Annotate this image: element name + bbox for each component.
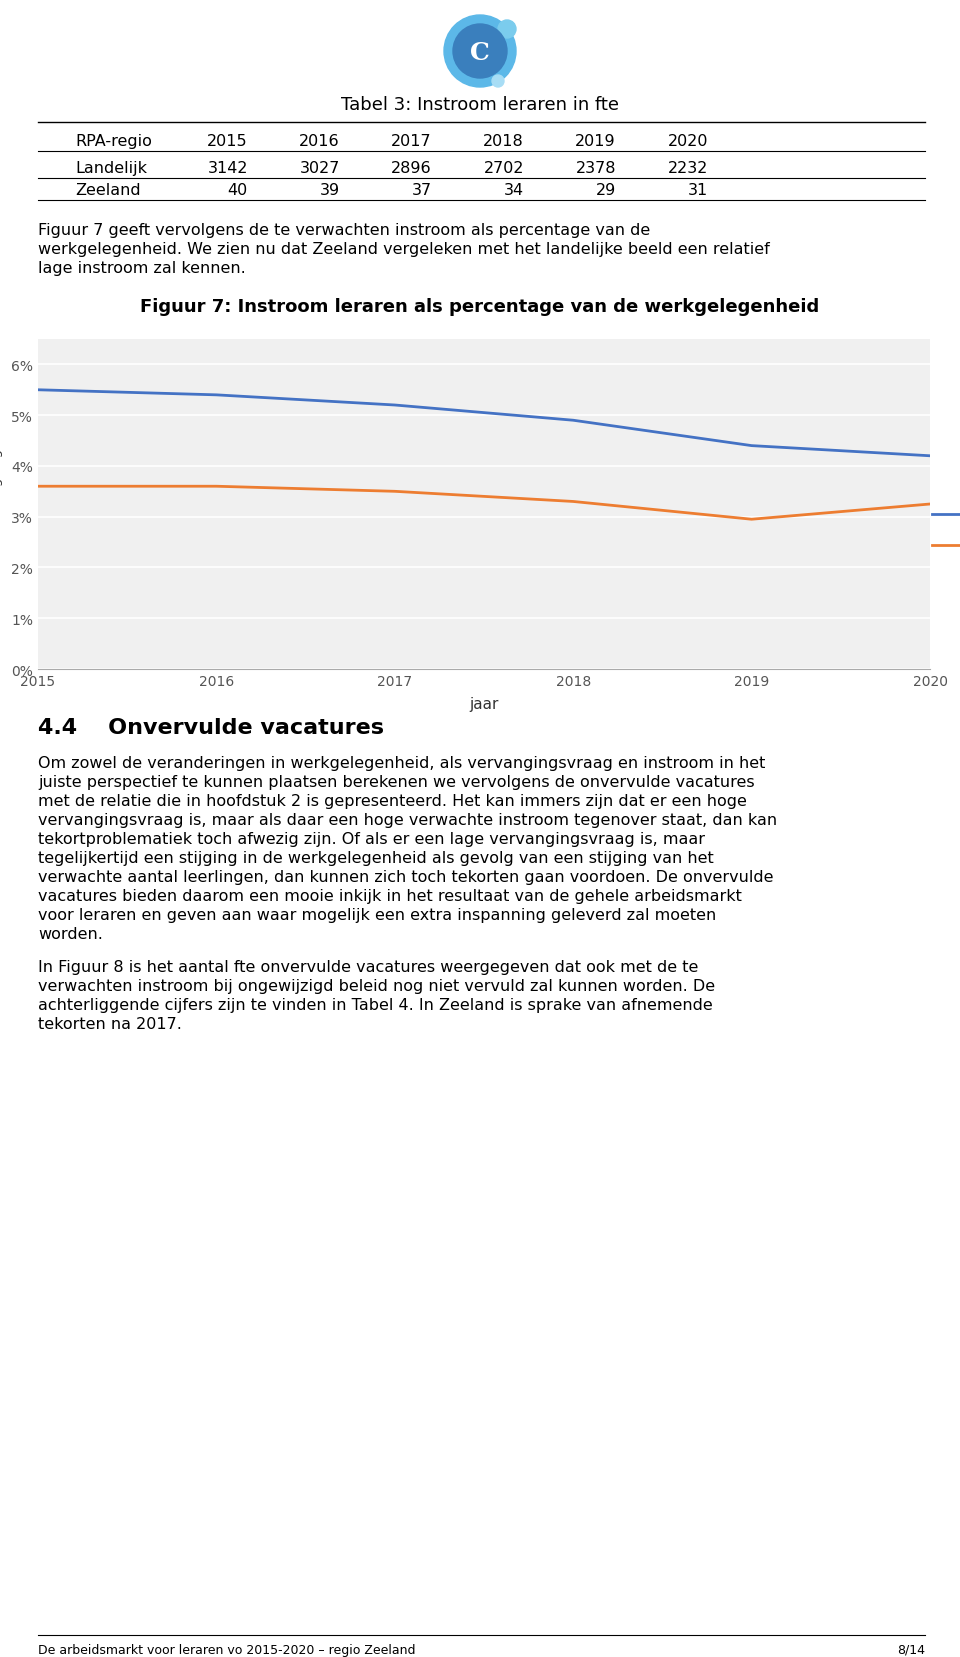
Text: tekortproblematiek toch afwezig zijn. Of als er een lage vervangingsvraag is, ma: tekortproblematiek toch afwezig zijn. Of… [38,832,705,847]
Text: 39: 39 [320,182,340,197]
Landelijk [924,446,936,466]
Text: worden.: worden. [38,926,103,941]
Y-axis label: instroom tov werkgelegenheid: instroom tov werkgelegenheid [0,403,3,606]
Circle shape [453,25,507,80]
Circle shape [444,17,516,88]
Text: RPA-regio: RPA-regio [75,134,152,149]
Text: tegelijkertijd een stijging in de werkgelegenheid als gevolg van een stijging va: tegelijkertijd een stijging in de werkge… [38,850,713,865]
Text: Figuur 7: Instroom leraren als percentage van de werkgelegenheid: Figuur 7: Instroom leraren als percentag… [140,298,820,316]
Zeeland [746,510,757,530]
Landelijk [210,386,222,406]
Text: vervangingsvraag is, maar als daar een hoge verwachte instroom tegenover staat, : vervangingsvraag is, maar als daar een h… [38,812,778,827]
Text: 2019: 2019 [575,134,616,149]
Text: 4.4    Onvervulde vacatures: 4.4 Onvervulde vacatures [38,717,384,737]
Landelijk [567,411,579,431]
Text: 2015: 2015 [207,134,248,149]
Landelijk [389,396,400,416]
Text: In Figuur 8 is het aantal fte onvervulde vacatures weergegeven dat ook met de te: In Figuur 8 is het aantal fte onvervulde… [38,959,698,974]
Text: Zeeland: Zeeland [75,182,140,197]
Landelijk [746,436,757,456]
Text: 2016: 2016 [300,134,340,149]
Text: werkgelegenheid. We zien nu dat Zeeland vergeleken met het landelijke beeld een : werkgelegenheid. We zien nu dat Zeeland … [38,242,770,257]
Text: 2232: 2232 [667,161,708,176]
Landelijk [33,381,44,401]
Text: 8/14: 8/14 [897,1644,925,1655]
Text: Landelijk: Landelijk [75,161,147,176]
Zeeland [210,477,222,497]
Text: verwachte aantal leerlingen, dan kunnen zich toch tekorten gaan voordoen. De onv: verwachte aantal leerlingen, dan kunnen … [38,870,774,885]
Text: 2018: 2018 [483,134,524,149]
Text: voor leraren en geven aan waar mogelijk een extra inspanning geleverd zal moeten: voor leraren en geven aan waar mogelijk … [38,908,716,923]
Text: 3142: 3142 [207,161,248,176]
Zeeland [924,495,936,515]
Text: Tabel 3: Instroom leraren in fte: Tabel 3: Instroom leraren in fte [341,96,619,114]
Line: Zeeland: Zeeland [38,487,930,520]
Text: met de relatie die in hoofdstuk 2 is gepresenteerd. Het kan immers zijn dat er e: met de relatie die in hoofdstuk 2 is gep… [38,794,747,809]
Line: Landelijk: Landelijk [38,391,930,456]
Text: 2020: 2020 [667,134,708,149]
Circle shape [492,76,504,88]
Legend: Landelijk, Zeeland: Landelijk, Zeeland [926,504,960,558]
Text: Figuur 7 geeft vervolgens de te verwachten instroom als percentage van de: Figuur 7 geeft vervolgens de te verwacht… [38,222,650,239]
Text: tekorten na 2017.: tekorten na 2017. [38,1016,181,1031]
Text: 3027: 3027 [300,161,340,176]
Text: lage instroom zal kennen.: lage instroom zal kennen. [38,260,246,275]
Zeeland [33,477,44,497]
Text: 29: 29 [596,182,616,197]
X-axis label: jaar: jaar [469,698,498,713]
Text: vacatures bieden daarom een mooie inkijk in het resultaat van de gehele arbeidsm: vacatures bieden daarom een mooie inkijk… [38,888,742,903]
Zeeland [389,482,400,502]
Text: C: C [470,41,490,65]
Text: 37: 37 [412,182,432,197]
Text: juiste perspectief te kunnen plaatsen berekenen we vervolgens de onvervulde vaca: juiste perspectief te kunnen plaatsen be… [38,774,755,789]
Text: Om zowel de veranderingen in werkgelegenheid, als vervangingsvraag en instroom i: Om zowel de veranderingen in werkgelegen… [38,756,765,771]
Text: 2702: 2702 [484,161,524,176]
Text: De arbeidsmarkt voor leraren vo 2015-2020 – regio Zeeland: De arbeidsmarkt voor leraren vo 2015-202… [38,1644,416,1655]
Zeeland [567,492,579,512]
Text: 31: 31 [687,182,708,197]
Circle shape [498,22,516,40]
Text: 40: 40 [228,182,248,197]
Text: verwachten instroom bij ongewijzigd beleid nog niet vervuld zal kunnen worden. D: verwachten instroom bij ongewijzigd bele… [38,978,715,994]
Text: 2378: 2378 [575,161,616,176]
Text: 2896: 2896 [392,161,432,176]
Text: achterliggende cijfers zijn te vinden in Tabel 4. In Zeeland is sprake van afnem: achterliggende cijfers zijn te vinden in… [38,998,712,1012]
Text: 2017: 2017 [392,134,432,149]
Text: 34: 34 [504,182,524,197]
